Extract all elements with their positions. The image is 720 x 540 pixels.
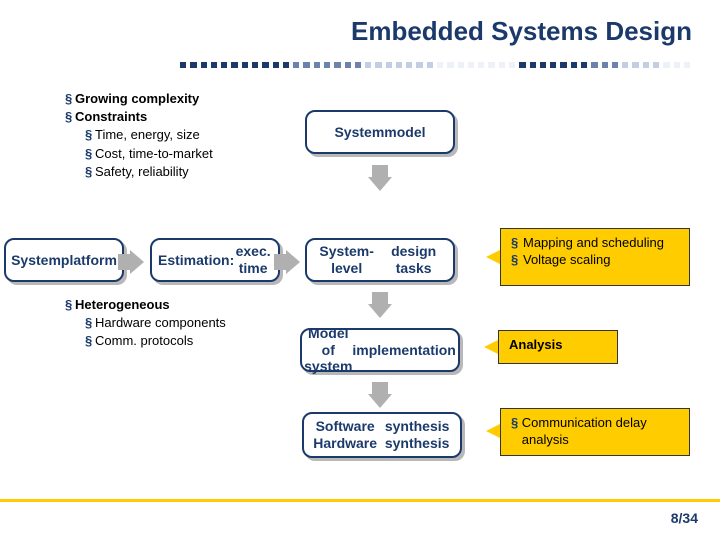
node-line: implementation xyxy=(352,342,455,359)
callout-communication-delay: §Communication delay analysis xyxy=(500,408,690,456)
node-line: System-level xyxy=(313,243,380,277)
bullet-sub: Hardware components xyxy=(95,314,226,332)
node-line: System xyxy=(11,252,61,269)
bullet-header: Growing complexity xyxy=(75,90,199,108)
callout-tail-mapping xyxy=(486,250,500,264)
node-line: Estimation: xyxy=(158,252,234,269)
bullet-sub: Cost, time-to-market xyxy=(95,145,213,163)
bullet-sub: Safety, reliability xyxy=(95,163,189,181)
slide-number: 8/34 xyxy=(671,510,698,526)
callout-text: Analysis xyxy=(509,337,562,352)
node-line: Model of system xyxy=(304,325,352,375)
node-model-of-system-implementation: Model of systemimplementation xyxy=(300,328,460,372)
callout-bullet: Mapping and scheduling xyxy=(523,235,664,252)
slide-number-text: 8/34 xyxy=(671,510,698,526)
bullet-sub: Comm. protocols xyxy=(95,332,193,350)
callout-analysis: Analysis xyxy=(498,330,618,364)
node-system-platform: Systemplatform xyxy=(4,238,124,282)
node-line: System xyxy=(334,124,384,141)
node-line: platform xyxy=(61,252,117,269)
bullets-complexity-constraints: §Growing complexity§Constraints§Time, en… xyxy=(65,90,213,181)
node-estimation-exec-time: Estimation:exec. time xyxy=(150,238,280,282)
bullet-header: Constraints xyxy=(75,108,147,126)
node-line: model xyxy=(384,124,425,141)
callout-bullet: Voltage scaling xyxy=(523,252,610,269)
slide-title-text: Embedded Systems Design xyxy=(351,16,692,46)
slide-title: Embedded Systems Design xyxy=(351,16,692,47)
node-line: exec. time xyxy=(234,243,272,277)
bullets-heterogeneous: §Heterogeneous§Hardware components§Comm.… xyxy=(65,296,226,351)
bullet-sub: Time, energy, size xyxy=(95,126,200,144)
node-software-hardware-synthesis: Software Hardwaresynthesis synthesis xyxy=(302,412,462,458)
node-system-model: Systemmodel xyxy=(305,110,455,154)
callout-bullet: Communication delay analysis xyxy=(522,415,679,449)
callout-mapping-scheduling: §Mapping and scheduling§Voltage scaling xyxy=(500,228,690,286)
footer-rule xyxy=(0,499,720,502)
callout-tail-analysis xyxy=(484,340,498,354)
bullet-header: Heterogeneous xyxy=(75,296,170,314)
node-system-level-design-tasks: System-leveldesign tasks xyxy=(305,238,455,282)
node-line: synthesis synthesis xyxy=(380,418,454,452)
title-underline xyxy=(180,62,690,68)
node-line: design tasks xyxy=(380,243,447,277)
callout-tail-comm xyxy=(486,424,500,438)
node-line: Software Hardware xyxy=(310,418,380,452)
